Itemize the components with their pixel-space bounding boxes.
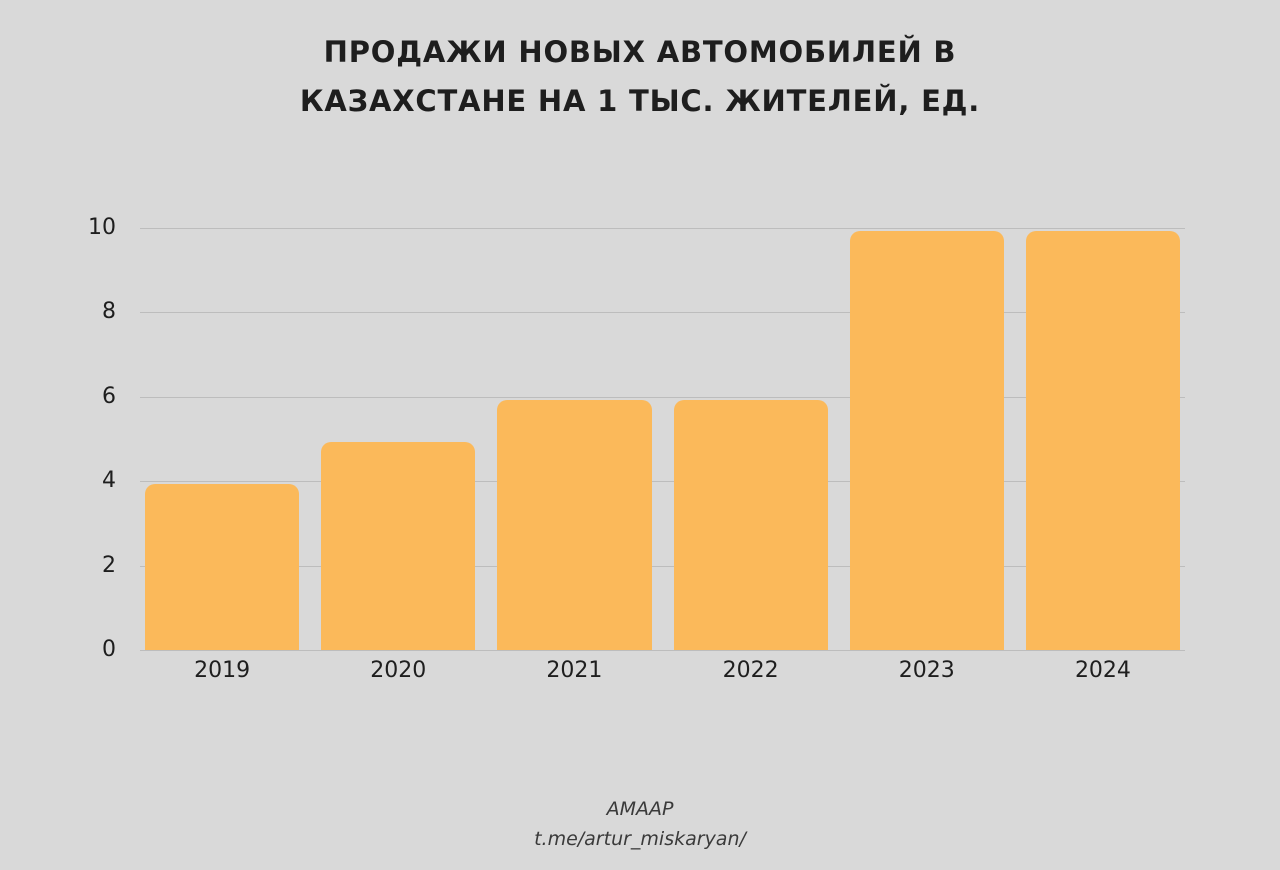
chart-title-line-2: КАЗАХСТАНЕ НА 1 ТЫС. ЖИТЕЛЕЙ, ЕД.	[299, 84, 981, 118]
y-tick-label-2: 2	[102, 552, 116, 578]
y-tick-label-4: 4	[102, 468, 116, 494]
x-tick-label-2021: 2021	[546, 658, 603, 683]
x-tick-label-2019: 2019	[194, 658, 251, 683]
gridline-y-8	[140, 312, 1185, 314]
y-tick-label-0: 0	[102, 637, 116, 662]
footer-telegram-link: t.me/artur_miskaryan/	[534, 828, 746, 850]
bar-2021	[497, 399, 652, 650]
footer-source: AMAAP	[606, 798, 674, 820]
bar-2023	[849, 231, 1004, 650]
gridline-y-0	[140, 650, 1185, 651]
gridline-y-4	[140, 481, 1185, 483]
gridline-y-6	[140, 396, 1185, 398]
bar-2022	[673, 399, 828, 650]
bar-2024	[1025, 231, 1181, 650]
chart-title-line-1: ПРОДАЖИ НОВЫХ АВТОМОБИЛЕЙ В	[323, 35, 957, 69]
y-axis: 0 2 4 6 8 10	[0, 217, 128, 661]
plot-area	[140, 228, 1185, 651]
x-tick-label-2023: 2023	[898, 658, 955, 683]
gridline-y-10	[140, 228, 1185, 229]
y-tick-label-6: 6	[102, 383, 116, 409]
x-tick-label-2024: 2024	[1074, 658, 1131, 683]
chart-title: ПРОДАЖИ НОВЫХ АВТОМОБИЛЕЙ В КАЗАХСТАНЕ Н…	[0, 28, 1280, 126]
footer: AMAAP t.me/artur_miskaryan/	[0, 794, 1280, 854]
x-tick-label-2022: 2022	[722, 658, 779, 683]
bar-2019	[145, 484, 300, 650]
y-tick-label-10: 10	[88, 215, 116, 240]
x-tick-label-2020: 2020	[370, 658, 427, 683]
bar-2020	[321, 442, 476, 650]
gridline-y-2	[140, 565, 1185, 567]
x-axis: 2019 2020 2021 2022 2023 2024	[140, 658, 1185, 684]
y-tick-label-8: 8	[102, 299, 116, 325]
bars-row	[140, 228, 1185, 650]
